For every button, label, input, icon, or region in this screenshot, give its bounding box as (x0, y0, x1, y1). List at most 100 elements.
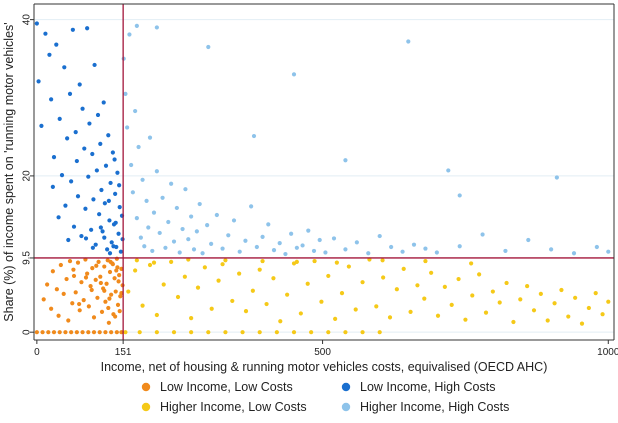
point-s1-22 (75, 194, 81, 199)
point-s0-22 (58, 262, 63, 268)
point-s3-71 (571, 251, 577, 256)
x-tick-label-3: 1000 (597, 347, 618, 358)
point-s0-73 (83, 275, 89, 280)
x-tick-label-1: 151 (115, 347, 132, 358)
point-s0-35 (85, 271, 90, 276)
point-s1-61 (107, 251, 113, 256)
point-s1-48 (108, 180, 113, 186)
point-s3-20 (163, 245, 168, 250)
point-s2-25 (189, 316, 194, 321)
point-s2-80 (566, 314, 571, 319)
legend-marker-1 (341, 382, 351, 392)
point-s2-79 (559, 287, 564, 293)
point-s2-57 (408, 309, 413, 314)
point-s2-15 (377, 330, 382, 335)
reference-lines (34, 4, 614, 340)
point-s0-64 (102, 288, 107, 293)
point-s2-93 (334, 260, 339, 265)
point-s2-19 (147, 262, 153, 268)
point-s2-59 (422, 296, 427, 301)
point-s0-9 (86, 330, 91, 335)
point-s3-35 (209, 241, 214, 246)
point-s2-54 (387, 315, 393, 320)
point-s0-21 (56, 313, 61, 318)
point-s3-59 (366, 251, 371, 256)
point-s1-16 (67, 91, 73, 96)
point-s1-62 (113, 220, 118, 225)
point-s3-4 (129, 162, 134, 168)
point-s2-94 (380, 258, 385, 263)
point-s0-68 (107, 296, 112, 301)
point-s3-29 (189, 214, 194, 219)
point-s2-90 (220, 262, 225, 267)
point-s1-25 (80, 106, 85, 111)
point-s2-43 (312, 258, 317, 264)
point-s3-73 (606, 249, 611, 254)
point-s2-1 (137, 330, 142, 335)
point-s0-18 (49, 306, 54, 311)
point-s2-5 (206, 330, 211, 335)
point-s3-65 (434, 250, 439, 255)
point-s1-5 (49, 97, 54, 102)
point-s3-18 (157, 230, 162, 236)
point-s2-12 (326, 330, 331, 335)
point-s3-68 (503, 248, 508, 254)
point-s2-36 (264, 301, 269, 307)
point-s0-78 (115, 265, 120, 270)
point-s3-41 (243, 238, 248, 243)
point-s3-1 (123, 91, 128, 96)
point-s0-51 (107, 269, 113, 275)
point-s0-72 (89, 287, 94, 293)
point-s3-28 (186, 237, 191, 242)
point-s0-46 (102, 264, 107, 269)
point-s3-67 (480, 232, 485, 237)
point-s0-50 (106, 320, 111, 325)
point-s3-33 (200, 251, 205, 256)
point-s3-31 (194, 229, 199, 234)
point-s3-74 (154, 25, 159, 30)
point-s2-60 (429, 270, 434, 275)
point-s1-35 (93, 242, 98, 247)
point-s3-69 (526, 237, 531, 243)
point-s0-57 (114, 256, 119, 261)
point-s0-20 (54, 287, 59, 292)
point-s1-39 (98, 141, 103, 146)
point-s3-57 (343, 247, 348, 252)
point-s3-14 (147, 135, 153, 140)
point-s3-11 (142, 244, 147, 249)
point-s2-92 (294, 259, 299, 264)
point-s2-72 (511, 319, 516, 325)
point-s2-77 (545, 318, 550, 323)
point-s0-10 (91, 330, 97, 335)
point-s3-36 (214, 212, 219, 218)
point-s0-19 (50, 269, 55, 274)
point-s0-1 (40, 330, 45, 335)
point-s3-10 (140, 177, 145, 182)
point-s1-6 (50, 184, 55, 189)
point-s2-42 (305, 281, 310, 286)
point-s1-41 (100, 229, 105, 234)
series-1 (34, 21, 125, 256)
point-s2-58 (415, 283, 420, 288)
point-s3-12 (144, 198, 149, 204)
point-s1-3 (43, 31, 48, 36)
point-s2-83 (586, 305, 591, 311)
point-s3-52 (306, 228, 311, 233)
point-s2-48 (346, 264, 351, 269)
point-s1-15 (66, 237, 71, 243)
point-s2-88 (151, 260, 157, 265)
point-s0-25 (66, 318, 71, 323)
point-s1-14 (65, 136, 70, 141)
point-s1-40 (99, 187, 104, 193)
point-s1-66 (98, 225, 103, 230)
point-s0-27 (70, 301, 75, 306)
point-s1-32 (90, 151, 95, 157)
point-s1-29 (86, 174, 91, 179)
point-s2-68 (483, 310, 489, 315)
point-s3-30 (191, 247, 197, 252)
point-s3-60 (377, 233, 382, 239)
point-s0-6 (69, 330, 74, 335)
legend-label-1: Low Income, High Costs (360, 380, 495, 394)
point-s2-47 (339, 291, 345, 296)
point-s3-40 (237, 249, 242, 254)
